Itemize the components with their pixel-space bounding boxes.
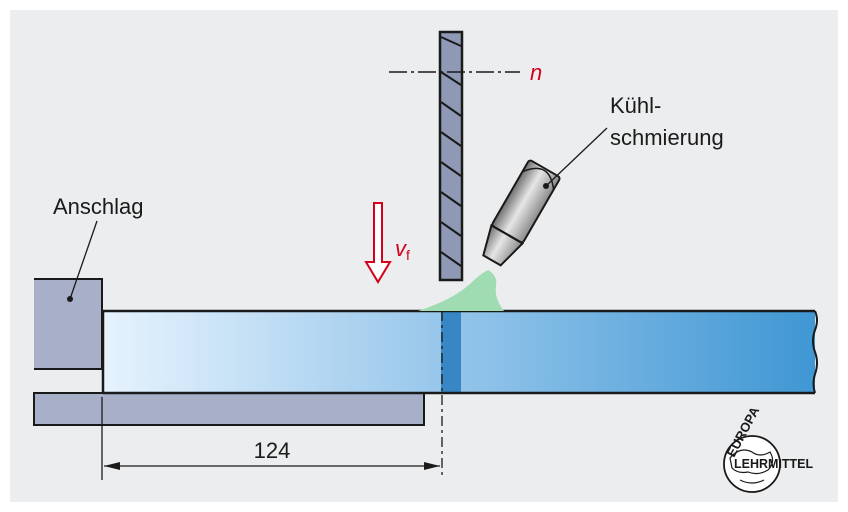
- background-panel: [10, 10, 838, 502]
- blade-teeth: [440, 36, 462, 267]
- coolant-spray: [418, 270, 504, 311]
- base-plate: [33, 392, 425, 426]
- coolant-label-line1: Kühl-: [610, 93, 661, 118]
- feed-arrow: [364, 202, 392, 284]
- break-line: [812, 310, 818, 394]
- feed-label: vf: [395, 236, 410, 263]
- publisher-logo: EUROPA LEHRMITTEL: [723, 404, 814, 493]
- coolant-nozzle: [482, 159, 561, 267]
- speed-label: n: [530, 60, 542, 85]
- nozzle-leader: [545, 127, 608, 187]
- stop-block: [34, 278, 103, 394]
- dimension-124: [101, 397, 440, 480]
- logo-continents: [729, 449, 774, 475]
- stop-leader: [69, 220, 98, 300]
- dimension-value: 124: [254, 438, 291, 463]
- logo-text-bottom: LEHRMITTEL: [734, 457, 814, 471]
- saw-blade: [438, 30, 464, 282]
- workpiece: [101, 309, 818, 395]
- stop-label: Anschlag: [53, 194, 144, 219]
- coolant-label-line2: schmierung: [610, 125, 724, 150]
- cut-kerf: [441, 311, 461, 393]
- logo-globe: [723, 435, 781, 493]
